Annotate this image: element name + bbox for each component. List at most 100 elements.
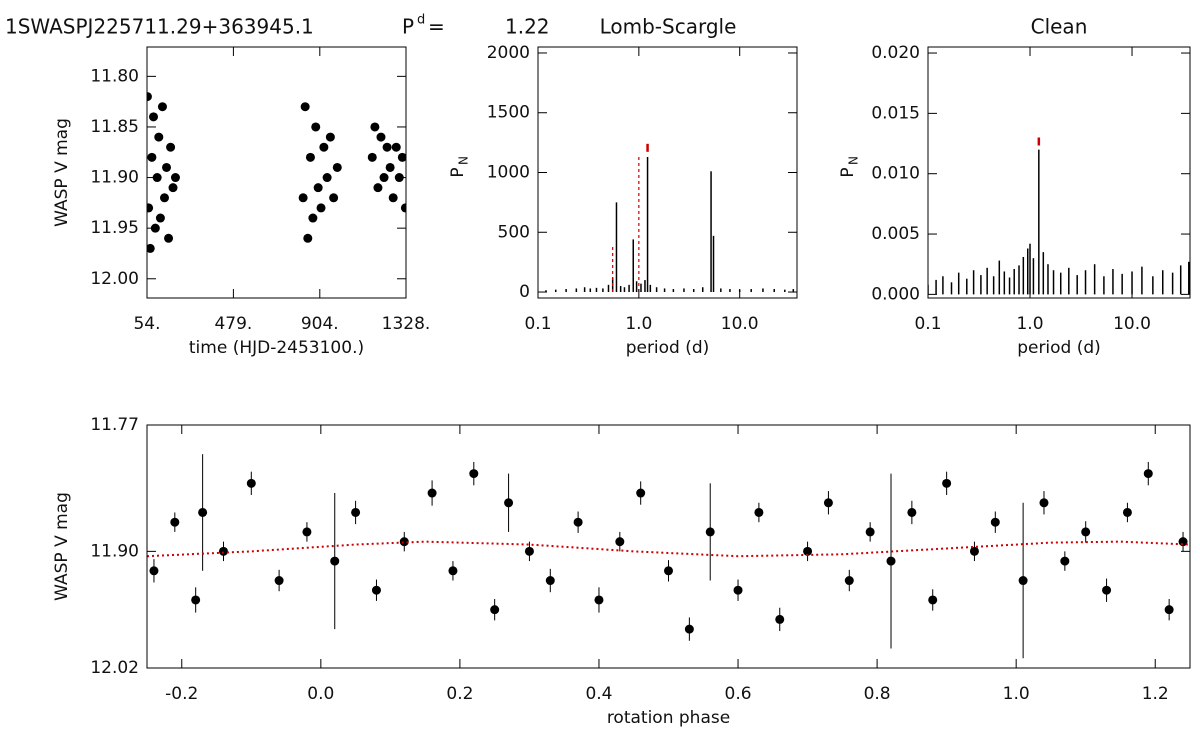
equals: =	[428, 15, 445, 39]
data-point	[573, 517, 583, 527]
data-point	[164, 233, 174, 243]
x-tick-label: 1.0	[1003, 684, 1030, 704]
data-point	[147, 243, 155, 253]
x-tick-label: 54.	[133, 314, 160, 334]
period-symbol: P	[402, 15, 414, 39]
data-point	[928, 595, 938, 605]
data-point	[319, 142, 329, 152]
data-point	[149, 566, 159, 576]
data-point	[1081, 527, 1091, 537]
x-axis-title: time (HJD-2453100.)	[189, 338, 364, 358]
plot-area	[928, 137, 1190, 295]
period-sup: d	[417, 13, 425, 28]
data-point	[191, 595, 201, 605]
data-point	[330, 556, 340, 566]
data-point	[305, 152, 315, 162]
data-point	[376, 132, 386, 142]
data-point	[274, 576, 284, 586]
plot-frame	[537, 46, 798, 299]
y-tick-label: 0.005	[871, 224, 920, 244]
x-tick-label: 1.0	[1016, 314, 1043, 334]
data-point	[615, 537, 625, 547]
chart-title: Lomb-Scargle	[600, 15, 737, 39]
data-point	[754, 507, 764, 517]
plot-frame	[927, 46, 1191, 299]
chart-title: Clean	[1031, 15, 1088, 39]
data-point	[385, 162, 395, 172]
x-tick-label: 1.0	[625, 314, 652, 334]
data-point	[382, 142, 392, 152]
data-point	[397, 152, 406, 162]
data-point	[162, 162, 172, 172]
data-point	[504, 498, 514, 508]
y-tick-label: 11.90	[90, 541, 139, 561]
x-tick-label: 0.6	[725, 684, 752, 704]
data-point	[1164, 605, 1174, 615]
data-point	[775, 614, 785, 624]
data-point	[302, 527, 312, 537]
data-point	[594, 595, 604, 605]
data-point	[379, 173, 389, 183]
y-tick-label: 1500	[487, 103, 530, 123]
data-point	[545, 576, 555, 586]
x-tick-label: 0.0	[307, 684, 334, 704]
data-point	[1143, 469, 1153, 479]
data-point	[149, 112, 159, 122]
data-point	[147, 152, 157, 162]
data-point	[684, 624, 694, 634]
y-tick-label: 12.00	[90, 269, 139, 289]
data-point	[300, 102, 310, 112]
x-axis-title: rotation phase	[607, 708, 730, 728]
panel: -0.2 0.0 0.2 0.4 0.6 0.8 1.0 1.2 11.77 11.90 12.02…	[52, 415, 1191, 728]
data-point	[322, 173, 332, 183]
data-point	[316, 203, 326, 213]
data-point	[490, 605, 500, 615]
plot-area	[147, 454, 1190, 659]
x-tick-label: 0.2	[446, 684, 473, 704]
data-point	[298, 193, 308, 203]
data-point	[370, 122, 380, 132]
data-point	[448, 566, 458, 576]
y-axis-title: WASP V mag	[52, 492, 72, 601]
data-point	[524, 546, 534, 556]
data-point	[664, 566, 673, 576]
plot-frame	[146, 46, 407, 299]
x-tick-label: 10.0	[1113, 314, 1151, 334]
data-point	[865, 527, 875, 537]
data-point	[427, 488, 437, 498]
data-point	[636, 488, 646, 498]
data-point	[147, 92, 152, 102]
period-value: 1.22	[505, 15, 550, 39]
data-point	[1122, 507, 1132, 517]
data-point	[332, 162, 342, 172]
y-tick-label: 11.80	[90, 66, 139, 86]
data-point	[159, 193, 169, 203]
y-tick-label: 0.020	[871, 43, 920, 63]
x-tick-label: 1.2	[1142, 684, 1169, 704]
data-point	[157, 102, 167, 112]
data-point	[391, 142, 401, 152]
data-point	[311, 122, 321, 132]
data-point	[147, 203, 154, 213]
data-point	[367, 152, 377, 162]
data-point	[329, 193, 339, 203]
model-curve	[147, 540, 1190, 558]
object-name: 1SWASPJ225711.29+363945.1	[5, 15, 314, 39]
data-point	[218, 546, 228, 556]
y-tick-label: 11.77	[90, 415, 139, 435]
data-point	[198, 507, 208, 517]
y-tick-label: 11.95	[90, 218, 139, 238]
data-point	[246, 478, 256, 488]
plot-frame	[146, 424, 1191, 669]
data-point	[170, 173, 180, 183]
y-axis-subscript: N	[457, 156, 471, 165]
data-point	[351, 507, 361, 517]
data-point	[152, 173, 162, 183]
data-point	[990, 517, 1000, 527]
data-point	[170, 517, 180, 527]
data-point	[844, 576, 854, 586]
data-point	[168, 183, 178, 193]
panel: Clean 0.1 1.0 10.0 0.000 0.005 0.010 0.015 0.020…	[838, 15, 1191, 358]
data-point	[1178, 537, 1188, 547]
